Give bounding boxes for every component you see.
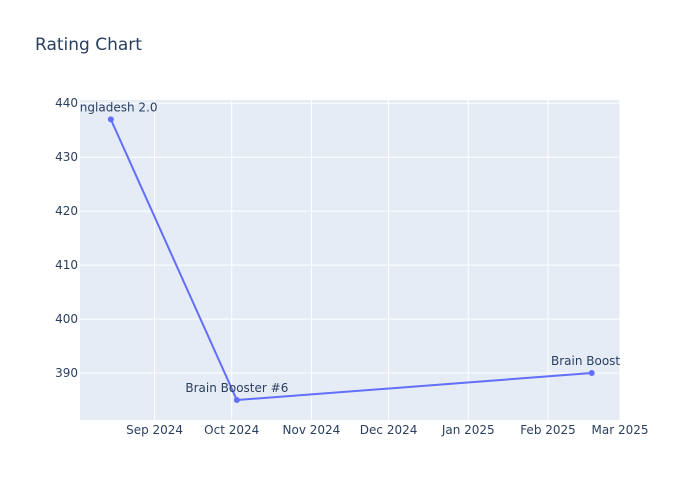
chart-title: Rating Chart [35,35,142,55]
axis-layer: Sep 2024 Oct 2024 Nov 2024 Dec 2024 Jan 2025… [55,96,648,437]
data-point [107,116,114,123]
data-point-label: Brain Booster #6 [185,381,288,395]
y-tick-label: 400 [55,312,78,326]
data-label-layer: Bangladesh 2.0 Brain Booster #6 Brain Boos… [64,100,633,395]
x-tick-label: Oct 2024 [204,423,259,437]
x-tick-label: Dec 2024 [360,423,418,437]
data-point-label: Brain Booster [551,354,633,368]
y-tick-label: 420 [55,204,78,218]
series-layer [107,116,595,404]
grid-layer [80,100,621,420]
data-point-label: Bangladesh 2.0 [64,100,157,114]
y-tick-label: 390 [55,366,78,380]
x-tick-label: Sep 2024 [126,423,183,437]
x-tick-label: Jan 2025 [441,423,495,437]
data-point [233,397,240,404]
x-tick-label: Feb 2025 [520,423,576,437]
data-point [588,370,595,377]
y-tick-label: 430 [55,150,78,164]
x-tick-label: Mar 2025 [592,423,649,437]
y-tick-label: 440 [55,96,78,110]
y-tick-label: 410 [55,258,78,272]
plot-area [80,100,620,420]
x-tick-label: Nov 2024 [283,423,341,437]
